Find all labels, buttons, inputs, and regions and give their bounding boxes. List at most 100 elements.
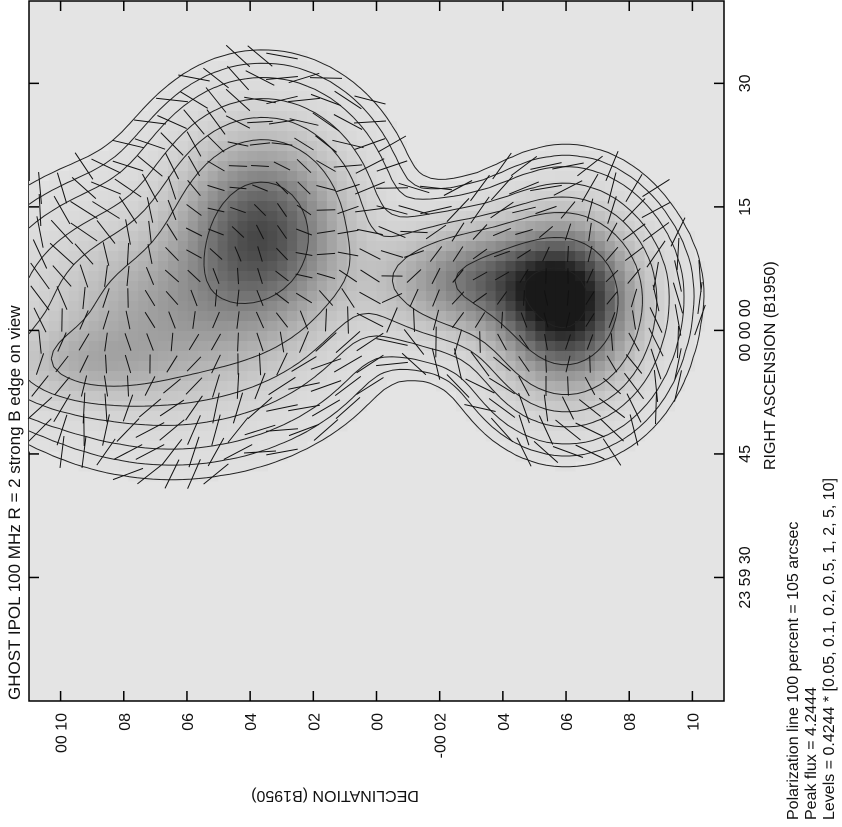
heat-cell [585,441,596,452]
polarization-vector [255,311,265,329]
heat-cell [386,291,397,302]
heat-cell [48,211,60,222]
heat-cell [376,191,388,202]
heat-cell [267,231,278,242]
polarization-vector [186,204,202,216]
heat-cell [108,331,119,342]
heat-cell [207,331,219,342]
heat-cell [207,191,219,202]
polarization-vector [237,267,239,285]
heat-cell [336,101,348,112]
polarization-vector [632,310,636,330]
heat-cell [88,201,100,212]
polarization-vector [288,72,320,84]
heat-cell [227,271,239,282]
heat-cell [664,211,675,222]
heat-cell [48,201,60,212]
heat-cell [614,341,626,352]
heat-cell [634,231,646,242]
heat-cell [207,221,219,232]
heat-cell [446,261,457,272]
heat-cell [207,201,219,212]
heat-cell [465,411,477,422]
heat-cell [604,421,616,432]
heat-cell [684,261,695,272]
heat-cell [168,201,179,212]
heat-cell [247,191,258,202]
heat-cell [406,301,417,312]
heat-cell [257,151,268,162]
polarization-vector [236,289,240,307]
heat-cell [396,291,407,302]
heat-cell [237,341,249,352]
heat-cell [98,201,110,212]
heat-cell [326,191,338,202]
heat-cell [525,201,536,212]
heat-cell [346,101,358,112]
heat-cell [455,301,467,312]
heat-cell [664,261,675,272]
heat-cell [366,191,378,202]
heat-cell [227,421,239,432]
polarization-vector [431,348,441,380]
heat-cell [257,171,268,182]
heat-cell [426,291,437,302]
heat-cell [336,361,348,372]
heat-cell [128,351,139,362]
polarization-vector [337,251,359,257]
heat-cell [207,451,219,462]
heat-cell [257,431,268,442]
heat-cell [78,441,90,452]
heat-cell [98,351,110,362]
heat-cell [406,171,417,182]
heat-cell [485,181,497,192]
heat-cell [396,191,407,202]
heat-cell [614,441,626,452]
polarization-vector [310,93,342,107]
heat-cell [257,421,268,432]
heat-cell [197,451,209,462]
heat-cell [38,321,50,332]
polarization-vector [606,291,618,305]
heat-cell [217,231,229,242]
polarization-vector [251,165,269,167]
heat-cell [197,271,209,282]
heat-cell [624,191,636,202]
heat-cell [138,211,149,222]
polarization-vector [420,205,452,215]
heat-cell [436,191,447,202]
heat-cell [38,231,50,242]
heat-cell [58,241,70,252]
heat-cell [525,431,536,442]
heat-cell [187,441,199,452]
polarization-vector [186,356,202,372]
polarization-vector [141,173,159,203]
heat-cell [257,391,268,402]
heat-cell [515,231,527,242]
heat-cell [594,321,606,332]
heat-cell [128,471,139,482]
heat-cell [545,401,556,412]
heat-cell [485,261,497,272]
heat-cell [197,261,209,272]
heat-cell [68,321,80,332]
heat-cell [565,391,576,402]
heat-cell [58,291,70,302]
heat-cell [277,241,288,252]
heat-cell [277,281,288,292]
heat-cell [297,421,308,432]
polarization-vector [493,250,511,258]
polarization-vector [398,182,430,194]
polarization-vector [338,269,358,283]
heat-cell [614,421,626,432]
heat-cell [326,381,338,392]
polarization-vector [70,200,98,220]
heat-cell [594,361,606,372]
heat-cell [594,391,606,402]
heat-cell [207,341,219,352]
heat-cell [585,251,596,262]
heat-cell [29,211,40,222]
heat-cell [138,471,149,482]
heat-cell [525,371,536,382]
heat-cell [48,401,60,412]
